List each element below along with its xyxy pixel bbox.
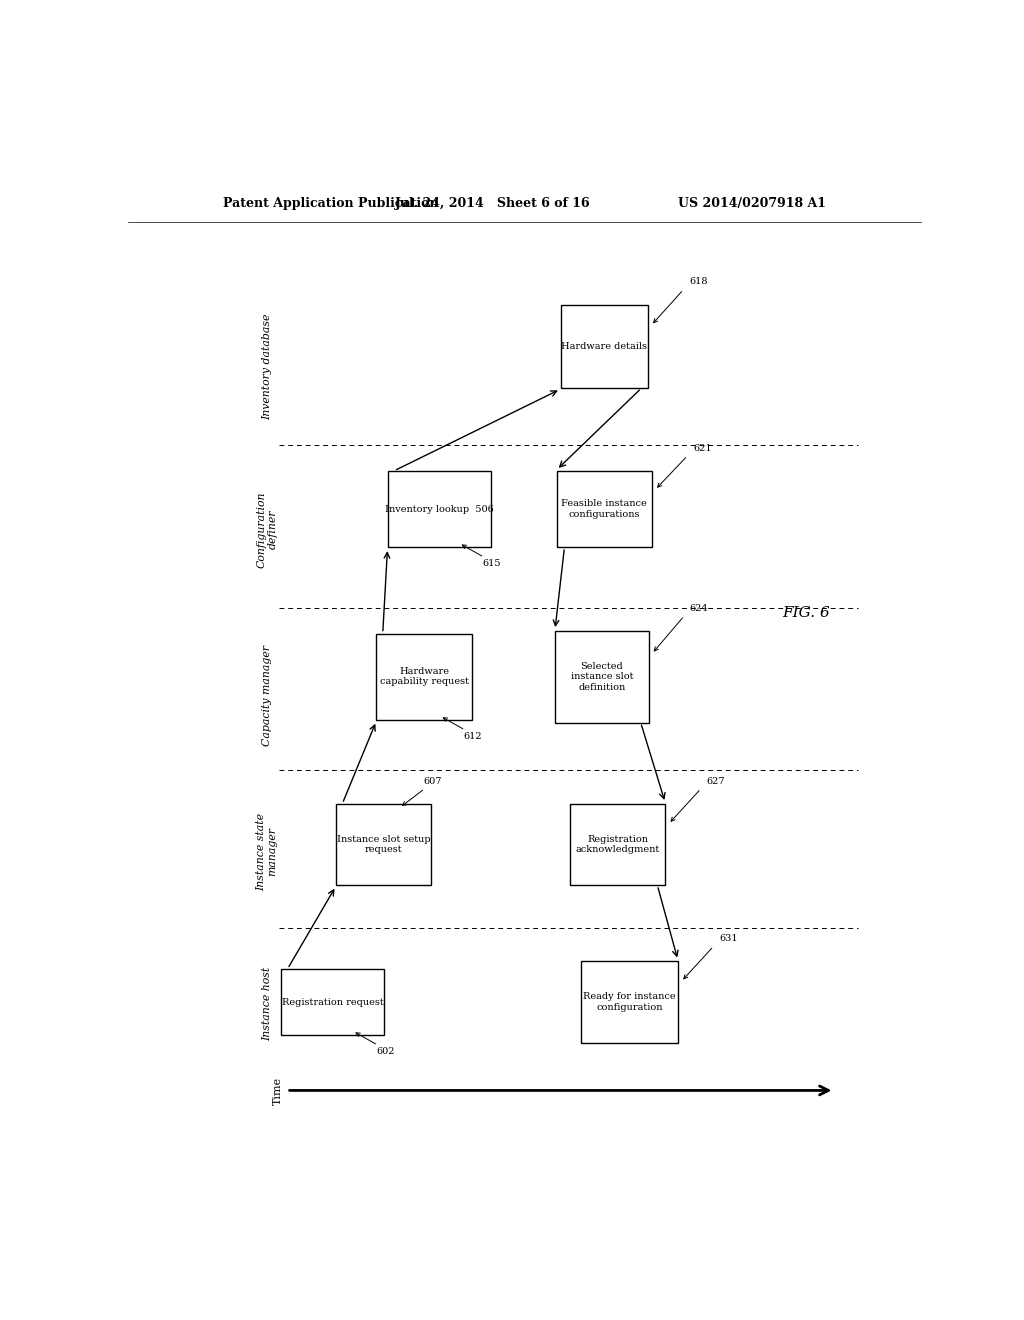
Text: Jul. 24, 2014   Sheet 6 of 16: Jul. 24, 2014 Sheet 6 of 16	[395, 197, 591, 210]
FancyBboxPatch shape	[377, 634, 472, 719]
Text: Hardware details: Hardware details	[561, 342, 647, 351]
Text: FIG. 6: FIG. 6	[782, 606, 830, 619]
Text: Feasible instance
configurations: Feasible instance configurations	[561, 499, 647, 519]
FancyBboxPatch shape	[557, 471, 652, 548]
FancyBboxPatch shape	[582, 961, 678, 1043]
Text: 615: 615	[482, 560, 501, 569]
Text: Hardware
capability request: Hardware capability request	[380, 667, 469, 686]
Text: 618: 618	[689, 277, 708, 286]
Text: Instance host: Instance host	[262, 968, 272, 1041]
FancyBboxPatch shape	[387, 471, 490, 548]
FancyBboxPatch shape	[570, 804, 666, 886]
Text: 602: 602	[377, 1047, 395, 1056]
Text: 627: 627	[707, 776, 725, 785]
Text: 624: 624	[690, 603, 709, 612]
FancyBboxPatch shape	[560, 305, 648, 388]
FancyBboxPatch shape	[282, 969, 384, 1035]
Text: Inventory database: Inventory database	[262, 314, 272, 420]
Text: 621: 621	[693, 444, 712, 453]
Text: Inventory lookup  506: Inventory lookup 506	[385, 504, 494, 513]
Text: 607: 607	[423, 776, 441, 785]
Text: Selected
instance slot
definition: Selected instance slot definition	[570, 661, 633, 692]
FancyBboxPatch shape	[336, 804, 431, 886]
Text: Ready for instance
configuration: Ready for instance configuration	[584, 993, 676, 1011]
Text: Instance slot setup
request: Instance slot setup request	[337, 834, 430, 854]
Text: Registration
acknowledgment: Registration acknowledgment	[575, 834, 659, 854]
Text: Configuration
definer: Configuration definer	[256, 491, 278, 568]
Text: Instance state
manager: Instance state manager	[256, 813, 278, 891]
Text: Patent Application Publication: Patent Application Publication	[223, 197, 438, 210]
Text: Capacity manager: Capacity manager	[262, 644, 272, 746]
Text: Registration request: Registration request	[282, 998, 384, 1007]
Text: US 2014/0207918 A1: US 2014/0207918 A1	[678, 197, 826, 210]
FancyBboxPatch shape	[555, 631, 648, 722]
Text: 631: 631	[719, 935, 738, 942]
Text: Time: Time	[272, 1076, 283, 1105]
Text: 612: 612	[464, 733, 482, 741]
